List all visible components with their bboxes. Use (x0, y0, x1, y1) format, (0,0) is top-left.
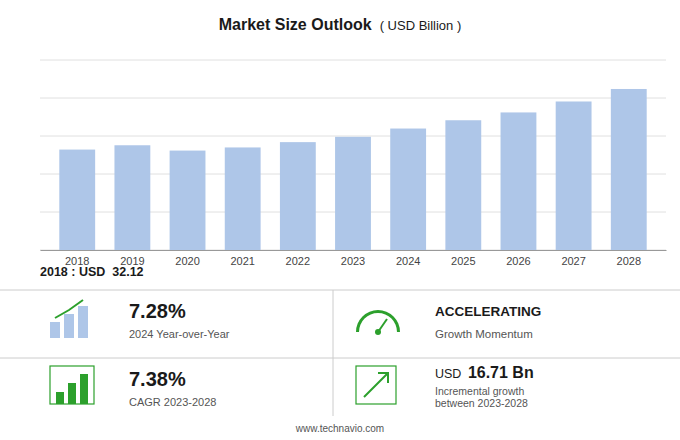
bar (280, 142, 316, 250)
icon-frame (356, 366, 396, 404)
bar (170, 151, 206, 250)
icon-trend (55, 300, 83, 318)
grid-line (40, 60, 666, 61)
bar (114, 145, 150, 250)
icons (50, 300, 400, 404)
annotation: 7.38% (129, 368, 186, 390)
annotation: 2018 : USD 32.12 (40, 265, 144, 279)
x-tick-label: 2021 (230, 255, 254, 267)
x-tick-label: 2028 (617, 255, 641, 267)
subtitle: ( USD Billion ) (380, 18, 462, 33)
x-tick: 2023 (341, 255, 365, 267)
x-tick: 2021 (230, 255, 254, 267)
x-axis-line (41, 250, 667, 251)
chart: Market Size Outlook( USD Billion )201820… (0, 0, 680, 440)
annotation: 7.28% (129, 300, 186, 322)
icon-arrow-line (364, 373, 388, 397)
annotation: 16.71 Bn (468, 364, 534, 381)
annotation: ACCELERATING (435, 304, 541, 319)
x-tick: 2024 (396, 255, 420, 267)
x-tick: 2028 (617, 255, 641, 267)
annotation: www.technavio.com (295, 423, 384, 434)
x-tick-label: 2024 (396, 255, 420, 267)
bar (556, 101, 592, 250)
annotation: CAGR 2023-2028 (129, 396, 216, 408)
icon-growth (50, 300, 88, 338)
bar (445, 120, 481, 250)
x-tick: 2027 (561, 255, 585, 267)
grid (40, 60, 666, 250)
grid-line (40, 98, 666, 99)
icon-gauge (356, 310, 400, 335)
x-tick: 2022 (286, 255, 310, 267)
bar (501, 112, 537, 250)
icon-bar (78, 306, 88, 338)
separator (333, 358, 334, 416)
x-tick: 2025 (451, 255, 475, 267)
title-main: Market Size Outlook (219, 16, 372, 33)
separator (0, 290, 680, 291)
bar (335, 137, 371, 250)
annotation: USD (435, 367, 465, 381)
bar (59, 150, 95, 250)
icon-bar (56, 392, 64, 404)
icon-hub (375, 329, 381, 335)
annotation-line: Incremental growth (435, 385, 524, 397)
icon-frame (50, 366, 94, 404)
annotation: 2024 Year-over-Year (129, 328, 230, 340)
x-tick-label: 2023 (341, 255, 365, 267)
icon-arrow (356, 366, 396, 404)
icon-arc (356, 310, 400, 332)
title: Market Size Outlook ( USD Billion ) (219, 16, 462, 33)
separator (0, 358, 680, 359)
x-tick-label: 2020 (175, 255, 199, 267)
annotation-line: between 2023-2028 (435, 397, 528, 409)
x-tick-label: 2025 (451, 255, 475, 267)
icon-bar (80, 374, 88, 404)
x-tick: 2020 (175, 255, 199, 267)
icon-bar (50, 322, 60, 338)
bars (59, 89, 646, 250)
x-tick-label: 2026 (506, 255, 530, 267)
x-tick-label: 2027 (561, 255, 585, 267)
bar (390, 129, 426, 250)
annotations: 2018 : USD 32.12 7.28% 2024 Year-over-Year… (40, 265, 541, 434)
annotation: Growth Momentum (435, 328, 533, 340)
x-tick-label: 2022 (286, 255, 310, 267)
icon-bars (50, 366, 94, 404)
x-tick: 2026 (506, 255, 530, 267)
separators (0, 290, 680, 416)
separator (333, 290, 334, 358)
icon-bar (64, 314, 74, 338)
bar (225, 147, 261, 250)
bar (611, 89, 647, 250)
icon-bar (68, 383, 76, 404)
annotation: Incremental growthbetween 2023-2028 (435, 385, 528, 409)
